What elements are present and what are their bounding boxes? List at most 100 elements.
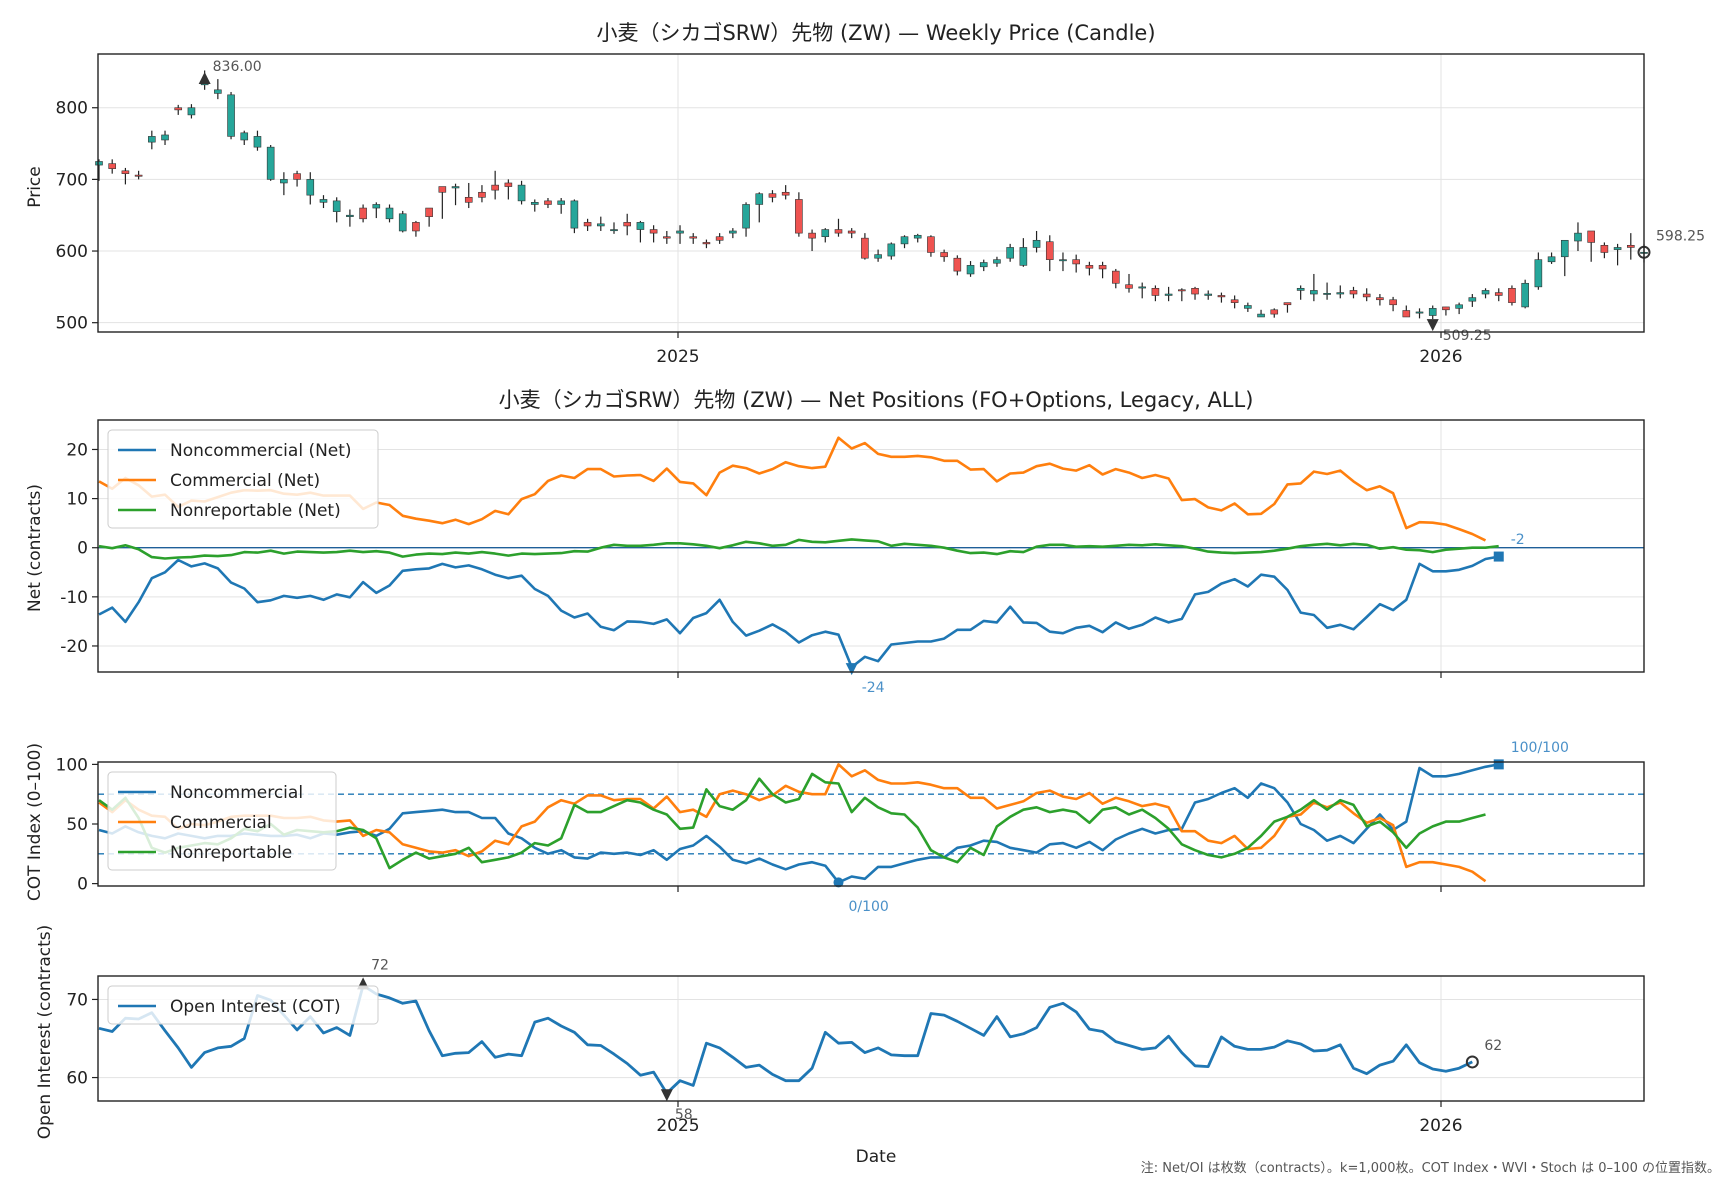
candle-body (1204, 293, 1213, 296)
y-tick-label: 50 (66, 815, 88, 835)
candle-body (742, 204, 750, 229)
candle-body (1560, 239, 1569, 258)
candle-body (1626, 245, 1635, 248)
candle-body (689, 236, 698, 239)
candle-body (610, 229, 618, 232)
price-panel-title: 小麦（シカゴSRW）先物 (ZW) — Weekly Price (Candle… (596, 21, 1155, 45)
net-y-label: Net (contracts) (25, 484, 45, 612)
candle-body (715, 236, 724, 241)
y-tick-label: 0 (77, 539, 88, 559)
panel-0-axes: 2025 2026 500 600 700 800 (56, 54, 1644, 367)
candle-body (1059, 259, 1067, 262)
candle-body (887, 243, 896, 257)
candle-body (821, 229, 830, 238)
x-axis-label: Date (856, 1147, 897, 1167)
last-label: 62 (1484, 1038, 1502, 1054)
x-tick-label-2026: 2026 (1419, 1116, 1462, 1136)
y-tick-label: 600 (56, 242, 88, 262)
cot-panel-frame (97, 761, 1645, 887)
candle-body (900, 236, 909, 245)
candle-body (1006, 247, 1014, 259)
candle-body (636, 222, 645, 230)
candle-body (649, 229, 658, 234)
candle-body (1164, 293, 1173, 296)
candle-body (755, 193, 764, 205)
legend-label: Commercial (Net) (170, 471, 320, 491)
last-label: 100/100 (1511, 740, 1569, 756)
candle-body (95, 161, 103, 166)
oi-y-label: Open Interest (contracts) (35, 925, 55, 1139)
y-tick-label: 700 (56, 170, 88, 190)
min-label: 0/100 (848, 899, 888, 915)
candle-body (1468, 297, 1477, 302)
low-label: 509.25 (1443, 328, 1492, 344)
oi-panel-frame (97, 975, 1645, 1102)
candle-body (359, 207, 367, 220)
candle-body (1310, 290, 1318, 295)
min-label: 58 (675, 1107, 693, 1123)
candle-body (847, 230, 856, 234)
low-marker (1426, 319, 1439, 332)
candle-body (557, 200, 565, 205)
candle-body (1508, 287, 1516, 303)
candle-body (491, 184, 499, 191)
candle-body (240, 132, 249, 141)
candle-body (1270, 309, 1279, 315)
candle-body (530, 202, 539, 205)
candle-body (398, 213, 407, 232)
cot-y-label: COT Index (0–100) (25, 743, 45, 901)
candle-body (953, 257, 962, 272)
candle-body (1587, 230, 1595, 243)
candle-body (425, 207, 433, 217)
candle-body (768, 193, 777, 198)
candle-body (623, 222, 632, 227)
candle-body (385, 207, 394, 220)
candle-body (1085, 265, 1094, 269)
legend-box (107, 985, 379, 1025)
y-tick-label: 100 (56, 755, 88, 775)
candle-body (319, 199, 328, 203)
candle-body (913, 234, 922, 239)
y-tick-label: -10 (60, 588, 88, 608)
candle-body (940, 252, 948, 258)
candle-body (1442, 306, 1450, 311)
candle-body (1349, 290, 1358, 295)
legend-box (107, 771, 337, 871)
candle-body (464, 196, 473, 203)
y-tick-label: 20 (66, 440, 88, 460)
min-marker (833, 877, 844, 888)
candle-body (1072, 259, 1080, 265)
candle-body (1613, 247, 1622, 250)
candle-body (280, 179, 288, 184)
net-series-line-0 (98, 555, 1499, 669)
oi-series-line (98, 984, 1473, 1095)
candle-body (214, 89, 222, 94)
candle-body (346, 214, 354, 217)
candle-body (1230, 299, 1239, 303)
candle-body (1600, 245, 1609, 253)
candle-body (1547, 256, 1556, 263)
candle-body (1521, 282, 1529, 308)
candle-body (1257, 313, 1265, 318)
y-tick-label: 10 (66, 490, 88, 510)
candle-body (1138, 286, 1147, 289)
high-label: 836.00 (213, 59, 262, 75)
candle-body (1336, 292, 1345, 295)
candle-body (187, 107, 196, 116)
last-label: 598.25 (1656, 228, 1705, 244)
legend-box (107, 429, 379, 529)
legend-label: Noncommercial (170, 783, 303, 803)
candle-body (874, 254, 882, 259)
candle-body (966, 265, 975, 275)
net-panel-frame (97, 419, 1645, 673)
candle-body (1045, 241, 1054, 260)
candle-body (478, 191, 486, 198)
candle-body (1574, 232, 1582, 242)
candle-body (1534, 259, 1543, 288)
y-tick-label: -20 (60, 637, 88, 657)
candle-body (451, 186, 460, 189)
candle-body (108, 163, 117, 169)
candle-body (861, 237, 869, 259)
high-marker (198, 71, 211, 84)
candle-body (583, 222, 592, 227)
